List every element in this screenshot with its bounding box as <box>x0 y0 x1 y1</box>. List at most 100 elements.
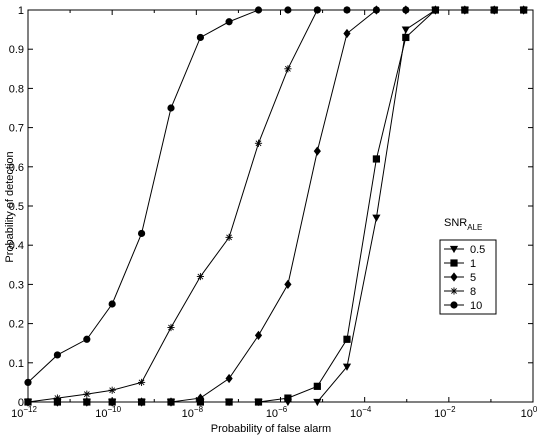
data-point-circle <box>53 351 62 359</box>
x-tick-label: 10−10 <box>95 405 121 420</box>
data-point-asterisk <box>196 272 205 281</box>
data-point-circle <box>490 6 498 14</box>
data-point-square <box>284 394 292 402</box>
data-point-triangle <box>401 26 410 34</box>
data-point-square <box>402 33 410 42</box>
x-tick-base: 10 <box>521 408 533 420</box>
data-point-diamond <box>343 28 351 39</box>
asterisk-stroke <box>168 324 174 331</box>
y-tick-label: 0.6 <box>9 162 24 174</box>
x-tick-exponent: −12 <box>23 405 37 414</box>
legend-label: 5 <box>470 272 476 284</box>
data-point-circle <box>343 6 351 14</box>
data-point-diamond <box>450 272 458 282</box>
y-tick-label: 1 <box>18 5 24 17</box>
data-point-asterisk <box>225 233 233 241</box>
legend-entry: 1 <box>444 258 476 270</box>
y-tick-label: 0.1 <box>9 358 24 370</box>
data-point-asterisk <box>284 65 292 73</box>
data-point-asterisk <box>137 378 146 386</box>
asterisk-stroke <box>451 288 457 294</box>
data-point-circle <box>313 6 321 14</box>
data-point-triangle <box>372 214 381 222</box>
data-point-circle <box>167 104 175 112</box>
data-point-circle <box>137 229 146 238</box>
x-tick-base: 10 <box>434 408 446 420</box>
legend-entry: 8 <box>444 286 476 298</box>
data-point-triangle <box>449 245 459 254</box>
data-point-diamond <box>83 397 91 407</box>
y-tick-label: 0.7 <box>9 123 24 135</box>
legend-entry: 10 <box>444 300 482 312</box>
data-point-circle <box>431 6 440 14</box>
asterisk-stroke <box>25 399 31 405</box>
y-axis: 0 0.1 0.2 0.3 0.4 0.5 0.6 0.7 0.8 0.9 1 <box>9 5 533 409</box>
x-tick-label: 10−4 <box>350 405 372 420</box>
x-tick-exponent: −2 <box>446 405 456 414</box>
data-point-circle <box>372 6 380 14</box>
x-tick-base: 10 <box>350 408 362 420</box>
data-point-circle <box>254 6 263 14</box>
data-point-square <box>225 398 233 406</box>
legend-label: 1 <box>470 258 476 270</box>
data-point-circle <box>24 378 32 386</box>
x-tick-exponent: −6 <box>278 405 288 414</box>
asterisk-stroke <box>83 391 90 398</box>
x-tick-label: 100 <box>521 405 538 420</box>
legend: 0.5 1 5 8 10 <box>439 239 497 315</box>
x-tick-base: 10 <box>182 408 194 420</box>
x-tick-base: 10 <box>11 408 23 420</box>
y-tick-label: 0.3 <box>9 279 24 291</box>
asterisk-stroke <box>54 395 61 401</box>
data-point-circle <box>196 33 205 42</box>
x-tick-label: 10−6 <box>266 405 288 420</box>
data-point-asterisk <box>53 394 62 402</box>
data-point-diamond <box>196 393 205 403</box>
series-10 <box>24 6 528 386</box>
y-axis-label: Probability of detection <box>4 151 16 262</box>
legend-entry: 5 <box>444 272 476 284</box>
data-point-asterisk <box>450 287 458 295</box>
y-tick-label: 0.9 <box>9 44 24 56</box>
legend-title-main: SNR <box>444 217 467 229</box>
asterisk-stroke <box>226 234 232 241</box>
x-tick-exponent: 0 <box>533 405 538 414</box>
data-point-diamond <box>108 397 116 407</box>
data-point-square <box>254 398 263 406</box>
data-point-square <box>343 335 351 343</box>
x-axis: 10−12 10−10 10−8 10−6 10−4 10−2 100 <box>11 10 538 420</box>
y-tick-label: 0.5 <box>9 201 24 213</box>
x-tick-exponent: −8 <box>194 405 204 414</box>
data-point-circle <box>83 335 91 343</box>
legend-title: SNRALE <box>444 217 482 232</box>
data-point-asterisk <box>108 386 116 394</box>
data-point-circle <box>225 18 233 26</box>
asterisk-stroke <box>138 379 145 386</box>
asterisk-stroke <box>197 273 204 280</box>
data-point-triangle <box>313 398 322 407</box>
data-point-diamond <box>254 330 263 340</box>
series-layer <box>23 5 528 407</box>
x-tick-base: 10 <box>95 408 107 420</box>
data-point-asterisk <box>254 139 263 147</box>
data-point-triangle <box>342 363 352 371</box>
legend-label: 10 <box>470 300 482 312</box>
legend-title-sub: ALE <box>467 223 482 232</box>
series-line <box>27 9 524 383</box>
legend-label: 8 <box>470 286 476 298</box>
legend-label: 0.5 <box>470 244 485 256</box>
x-axis-label: Probability of false alarm <box>211 423 331 435</box>
asterisk-stroke <box>109 387 116 394</box>
y-tick-label: 0.8 <box>9 83 24 95</box>
data-point-circle <box>108 300 116 308</box>
legend-entry: 0.5 <box>444 244 485 256</box>
data-point-circle <box>402 6 410 14</box>
data-point-asterisk <box>83 390 91 398</box>
data-point-asterisk <box>167 323 175 332</box>
asterisk-stroke <box>255 140 262 147</box>
y-tick-label: 0.4 <box>9 240 24 252</box>
data-point-circle <box>284 6 292 14</box>
y-tick-label: 0.2 <box>9 319 24 331</box>
